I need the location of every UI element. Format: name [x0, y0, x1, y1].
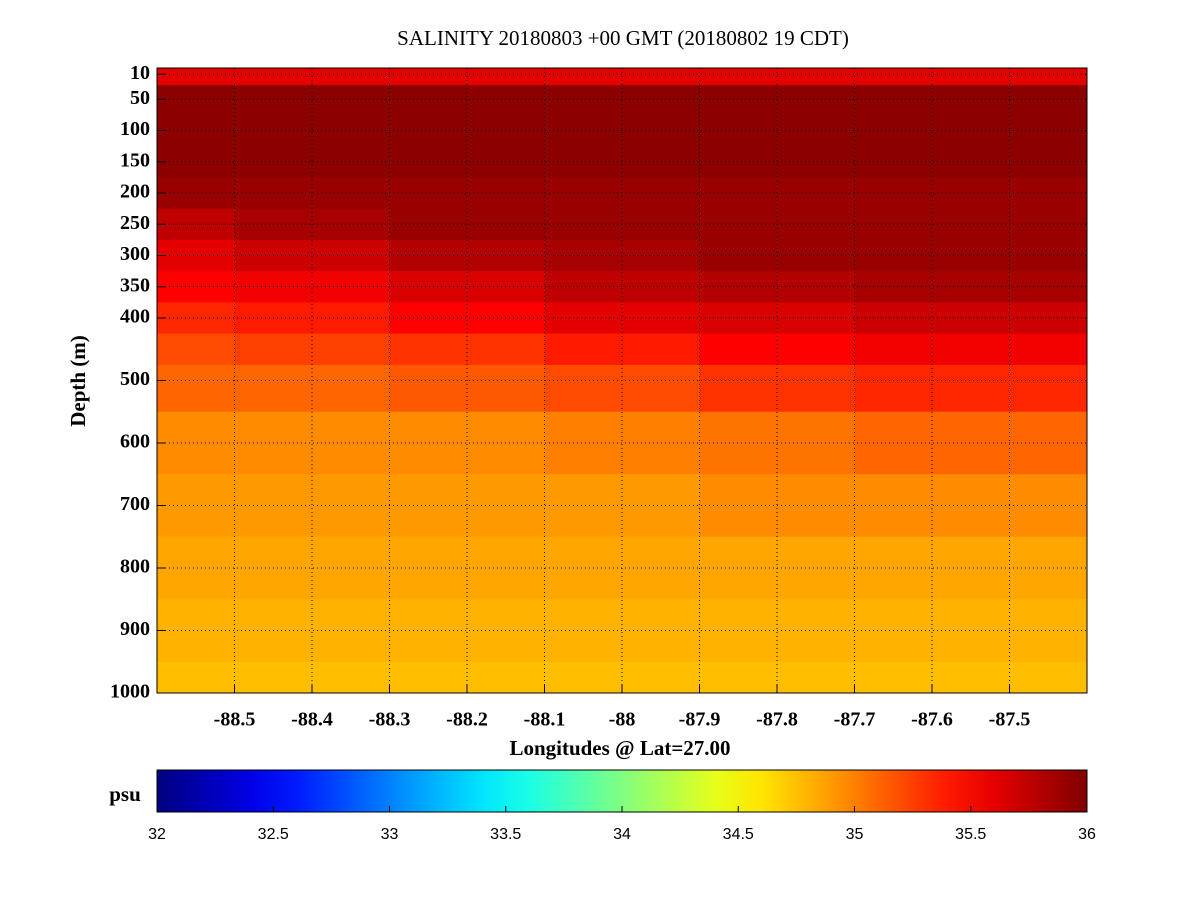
x-tick-label: -87.8 [756, 709, 798, 731]
y-tick-label: 800 [120, 556, 150, 578]
y-tick-label: 900 [120, 618, 150, 640]
cell [544, 114, 700, 147]
cell [1009, 146, 1088, 178]
cell [157, 599, 235, 663]
y-tick-label: 1000 [110, 681, 150, 703]
cell [544, 411, 700, 475]
cell [157, 661, 235, 694]
cell [1009, 411, 1088, 475]
cell [157, 85, 235, 116]
y-tick-label: 200 [120, 181, 150, 203]
y-tick-label: 250 [120, 212, 150, 234]
x-tick-label: -88.2 [446, 709, 488, 731]
x-tick-label: -87.9 [679, 709, 721, 731]
cell [544, 177, 700, 210]
cell [157, 68, 235, 86]
cell [1009, 271, 1088, 303]
cell [1009, 661, 1088, 694]
y-tick-label: 300 [120, 243, 150, 265]
cell [1009, 536, 1088, 600]
colorbar-tick-label: 34.5 [723, 826, 754, 843]
x-tick-label: -88.4 [291, 709, 333, 731]
x-tick-label: -88.3 [369, 709, 411, 731]
cell [157, 536, 235, 600]
cell [1009, 85, 1088, 116]
colorbar-tick-label: 33.5 [490, 826, 521, 843]
cell [1009, 333, 1088, 366]
y-tick-label: 350 [120, 274, 150, 296]
cell [157, 364, 235, 413]
cell [854, 599, 1010, 663]
x-tick-label: -88.5 [214, 709, 256, 731]
cell [157, 208, 235, 241]
x-tick-label: -87.5 [989, 709, 1031, 731]
y-tick-label: 50 [130, 87, 150, 109]
colorbar-label: psu [109, 782, 141, 806]
cell [157, 333, 235, 366]
cell [157, 411, 235, 475]
cell [544, 239, 700, 272]
cell [1009, 364, 1088, 413]
y-tick-label: 600 [120, 431, 150, 453]
colorbar [156, 769, 1088, 813]
cell [854, 177, 1010, 210]
cell [544, 599, 700, 663]
colorbar-tick-label: 32 [148, 826, 166, 843]
cell [544, 146, 700, 178]
y-tick-label: 150 [120, 149, 150, 171]
colorbar-tick-label: 32.5 [258, 826, 289, 843]
cell [389, 599, 545, 663]
colorbar-tick-label: 34 [613, 826, 631, 843]
cell [157, 474, 235, 538]
cell [1009, 114, 1088, 147]
x-tick-label: -87.6 [911, 709, 953, 731]
cell [157, 239, 235, 272]
cell [1009, 599, 1088, 663]
y-tick-label: 500 [120, 368, 150, 390]
cell [1009, 474, 1088, 538]
cell [157, 114, 235, 147]
cell [234, 239, 390, 272]
cell [544, 474, 700, 538]
x-axis-label: Longitudes @ Lat=27.00 [509, 736, 730, 760]
cell [389, 239, 545, 272]
cell [1009, 302, 1088, 335]
chart-title: SALINITY 20180803 +00 GMT (20180802 19 C… [397, 26, 849, 50]
heatmap-cells [157, 68, 1088, 694]
cell [234, 599, 390, 663]
colorbar-tick-label: 35 [846, 826, 864, 843]
colorbar-tick-label: 33 [381, 826, 399, 843]
colorbar-tick-label: 35.5 [955, 826, 986, 843]
x-tick-label: -88 [609, 709, 636, 731]
cell [157, 302, 235, 335]
y-tick-label: 100 [120, 118, 150, 140]
colorbar-tick-label: 36 [1078, 826, 1096, 843]
cell [1009, 239, 1088, 272]
y-tick-label: 10 [130, 62, 150, 84]
cell [1009, 177, 1088, 210]
x-tick-label: -87.7 [834, 709, 876, 731]
cell [1009, 208, 1088, 241]
cell [544, 271, 700, 303]
y-axis-label: Depth (m) [66, 335, 90, 427]
cell [234, 177, 390, 210]
cell [1009, 68, 1088, 86]
cell [157, 271, 235, 303]
cell [157, 177, 235, 210]
y-tick-label: 700 [120, 493, 150, 515]
cell [157, 146, 235, 178]
cell [854, 239, 1010, 272]
x-tick-label: -88.1 [524, 709, 566, 731]
cell [544, 302, 700, 335]
y-tick-label: 400 [120, 306, 150, 328]
cell [389, 177, 545, 210]
